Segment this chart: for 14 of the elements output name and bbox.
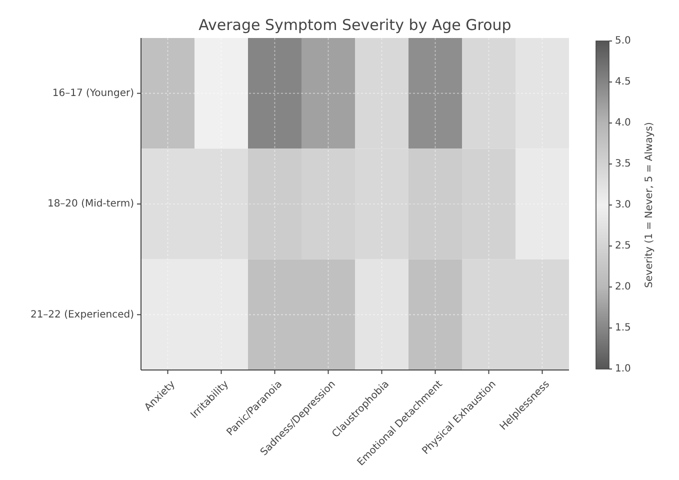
color-bar-label: 4.5 bbox=[615, 76, 631, 88]
color-bar-label: 4.0 bbox=[615, 118, 631, 129]
color-bar-label: 2.0 bbox=[615, 282, 631, 293]
color-bar-label: 3.0 bbox=[615, 200, 631, 211]
color-bar-label: 2.5 bbox=[615, 240, 631, 252]
color-bar-label: 1.0 bbox=[615, 364, 631, 375]
color-bar-title: Severity (1 = Never, 5 = Always) bbox=[644, 122, 655, 288]
y-tick-label: 18–20 (Mid-term) bbox=[47, 198, 134, 210]
color-bar-label: 3.5 bbox=[615, 158, 631, 170]
y-tick-label: 21–22 (Experienced) bbox=[30, 309, 134, 320]
chart-title: Average Symptom Severity by Age Group bbox=[198, 16, 512, 34]
y-tick-label: 16–17 (Younger) bbox=[52, 88, 134, 100]
color-bar-label: 5.0 bbox=[615, 36, 631, 47]
color-bar-label: 1.5 bbox=[615, 322, 631, 334]
